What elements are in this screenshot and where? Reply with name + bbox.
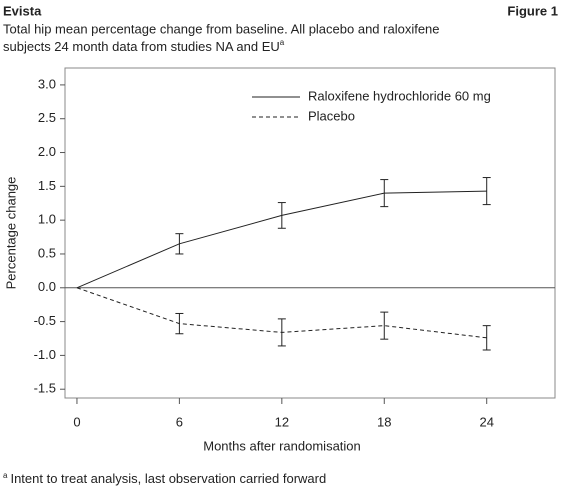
- footnote: a Intent to treat analysis, last observat…: [3, 471, 326, 486]
- y-tick-label: -0.5: [34, 313, 56, 328]
- figure-label: Figure 1: [507, 3, 558, 18]
- error-bar: [482, 325, 491, 351]
- x-tick-label: 18: [377, 414, 391, 429]
- y-tick-label: 2.0: [38, 144, 56, 159]
- subtitle: Total hip mean percentage change from ba…: [3, 21, 440, 36]
- x-tick-label: 0: [73, 414, 80, 429]
- x-axis-label: Months after randomisation: [203, 438, 361, 453]
- error-bar: [380, 311, 389, 340]
- y-tick-label: 0.0: [38, 279, 56, 294]
- y-tick-label: 3.0: [38, 76, 56, 91]
- y-tick-label: -1.0: [34, 347, 56, 362]
- y-axis-label: Percentage change: [3, 177, 18, 290]
- error-bar: [277, 202, 286, 229]
- footnote-marker: a: [3, 471, 8, 480]
- x-tick-label: 6: [176, 414, 183, 429]
- x-tick-label: 12: [275, 414, 289, 429]
- error-bar: [482, 177, 491, 206]
- superscript: a: [280, 38, 285, 47]
- footnote-text: Intent to treat analysis, last observati…: [10, 471, 326, 486]
- y-tick-label: 2.5: [38, 110, 56, 125]
- legend-label: Placebo: [308, 108, 355, 123]
- plot-frame: [64, 67, 556, 399]
- x-tick-label: 24: [479, 414, 493, 429]
- y-tick-label: 0.5: [38, 245, 56, 260]
- y-tick-label: -1.5: [34, 381, 56, 396]
- header: Evista: [3, 3, 42, 18]
- subtitle: subjects 24 month data from studies NA a…: [3, 38, 285, 54]
- subtitle-text: subjects 24 month data from studies NA a…: [3, 39, 280, 54]
- y-tick-label: 1.5: [38, 178, 56, 193]
- error-bar: [277, 318, 286, 347]
- error-bar: [175, 233, 184, 255]
- error-bar: [175, 312, 184, 335]
- error-bar: [380, 179, 389, 208]
- legend-label: Raloxifene hydrochloride 60 mg: [308, 88, 491, 103]
- y-tick-label: 1.0: [38, 212, 56, 227]
